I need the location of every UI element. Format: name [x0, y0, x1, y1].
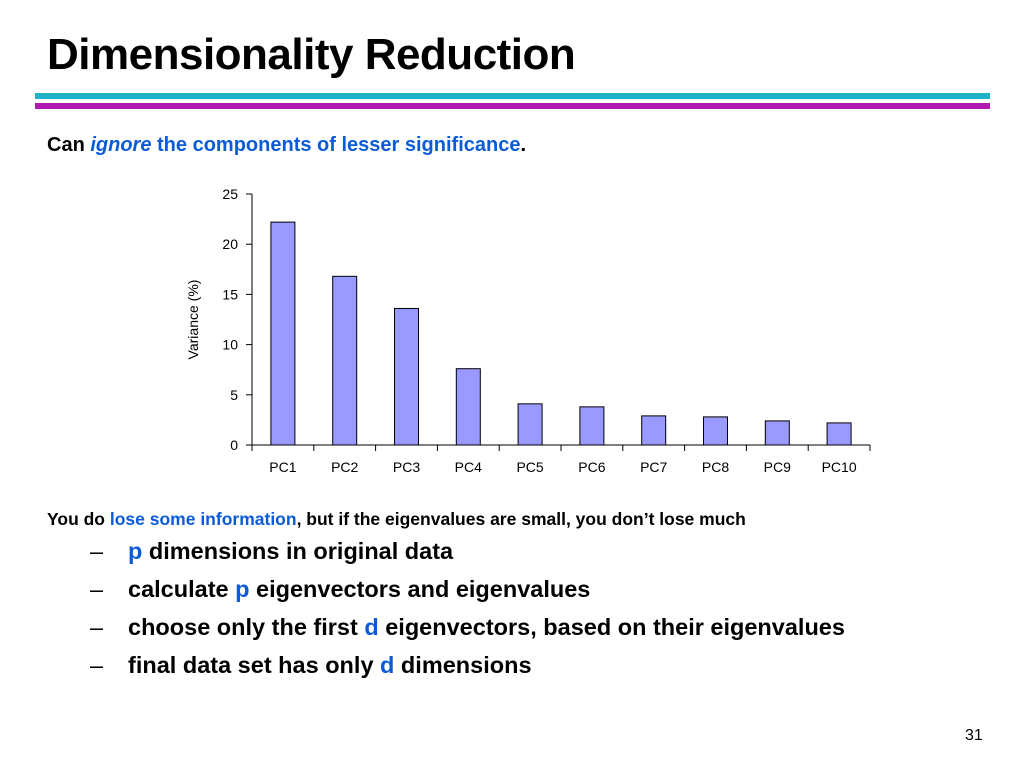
note-part-1: You do	[47, 509, 110, 529]
subtitle: Can ignore the components of lesser sign…	[47, 134, 526, 157]
bullet-variable: d	[380, 652, 395, 678]
x-tick-label: PC6	[578, 459, 605, 475]
bullet-text: final data set has only	[128, 652, 381, 678]
bullet-variable: d	[364, 614, 379, 640]
bar-pc5	[517, 403, 543, 446]
x-tick-label: PC5	[516, 459, 543, 475]
bullet-dash: –	[90, 652, 104, 678]
bullet-item: – p dimensions in original data	[90, 537, 910, 566]
chart-plot-area: 0 5 10 15 20 25 Variance (%) PC1 PC2 PC3 PC4 PC5 PC6…	[185, 186, 871, 475]
bullet-text: choose only the first	[128, 614, 365, 640]
note-highlight: lose some information	[109, 509, 297, 529]
bar-pc6	[579, 406, 605, 446]
y-tick-label: 10	[222, 337, 238, 353]
y-tick-label: 0	[230, 437, 238, 453]
x-tick-label: PC8	[702, 459, 729, 475]
bullet-text: eigenvectors and eigenvalues	[249, 576, 591, 602]
y-axis-label: Variance (%)	[185, 280, 201, 360]
y-tick-label: 20	[222, 236, 238, 252]
x-tick-label: PC2	[331, 459, 358, 475]
bullet-text: eigenvectors, based on their eigenvalues	[378, 614, 845, 640]
x-tick-label: PC10	[822, 459, 857, 475]
subtitle-part-4: .	[520, 134, 527, 156]
subtitle-part-1: Can	[47, 134, 91, 156]
bar-pc10	[826, 422, 852, 446]
note-part-3: , but if the eigenvalues are small, you …	[296, 509, 746, 529]
bar-pc2	[332, 275, 358, 446]
bullet-text: dimensions	[394, 652, 532, 678]
bullet-list: – p dimensions in original data – calculate…	[90, 537, 910, 689]
bar-pc9	[764, 420, 790, 446]
bullet-text: dimensions in original data	[142, 538, 454, 564]
bar-pc1	[270, 221, 296, 446]
bullet-dash: –	[90, 614, 104, 640]
subtitle-part-3: the components of lesser significance	[151, 134, 521, 156]
divider-magenta	[35, 103, 990, 109]
y-tick-label: 15	[222, 286, 238, 302]
bullet-variable: p	[128, 538, 143, 564]
subtitle-emphasis: ignore	[90, 134, 152, 156]
x-tick-label: PC3	[393, 459, 420, 475]
y-tick-label: 25	[222, 186, 238, 202]
bullet-text: calculate	[128, 576, 236, 602]
y-tick-label: 5	[230, 387, 238, 403]
information-note: You do lose some information, but if the…	[47, 509, 746, 530]
slide-title: Dimensionality Reduction	[47, 30, 576, 79]
bullet-item: – choose only the first d eigenvectors, b…	[90, 613, 910, 642]
page-number: 31	[965, 727, 983, 744]
bullet-item: – final data set has only d dimensions	[90, 651, 910, 680]
variance-bar-chart: 0 5 10 15 20 25 Variance (%) PC1 PC2 PC3 PC4 PC5 PC6…	[185, 186, 871, 475]
bullet-dash: –	[90, 576, 104, 602]
x-tick-label: PC1	[269, 459, 296, 475]
x-tick-label: PC7	[640, 459, 667, 475]
bar-pc7	[641, 415, 667, 446]
bullet-item: – calculate p eigenvectors and eigenvalue…	[90, 575, 910, 604]
x-tick-label: PC9	[764, 459, 791, 475]
bar-pc8	[703, 416, 728, 446]
bullet-dash: –	[90, 538, 104, 564]
divider-teal	[35, 93, 990, 99]
bullet-variable: p	[235, 576, 250, 602]
x-tick-label: PC4	[455, 459, 482, 475]
bar-pc4	[455, 368, 481, 446]
bar-pc3	[394, 307, 419, 446]
